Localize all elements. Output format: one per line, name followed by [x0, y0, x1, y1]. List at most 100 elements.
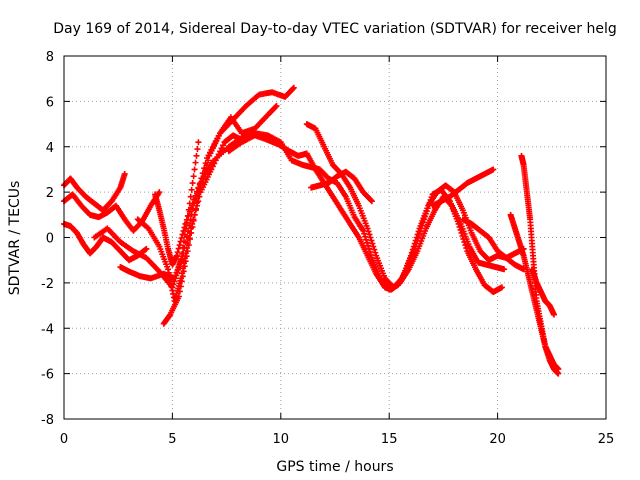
data-point	[290, 84, 297, 91]
data-point	[361, 230, 368, 237]
data-point	[183, 216, 190, 223]
series-pass-15	[507, 211, 562, 373]
data-point	[174, 249, 181, 256]
data-point	[209, 163, 216, 170]
data-point	[366, 231, 373, 238]
data-point	[191, 211, 198, 218]
series-pass-11	[308, 168, 375, 205]
y-tick-label: -6	[41, 368, 54, 383]
data-point	[371, 246, 378, 253]
data-point	[192, 159, 199, 166]
x-tick-label: 5	[168, 432, 176, 447]
data-point	[191, 166, 198, 173]
data-point	[180, 227, 187, 234]
data-point	[448, 201, 455, 208]
data-point	[408, 249, 415, 256]
data-point	[411, 240, 418, 247]
data-point	[182, 258, 189, 265]
data-point	[550, 311, 557, 318]
series-pass-7	[160, 84, 297, 327]
data-point	[187, 193, 194, 200]
data-point	[364, 239, 371, 246]
data-point	[173, 252, 180, 259]
data-point	[412, 237, 419, 244]
y-tick-label: 6	[46, 95, 54, 110]
data-point	[193, 188, 200, 195]
series-pass-3	[61, 220, 150, 264]
y-tick-label: 8	[46, 50, 54, 65]
axis-ticks: 0 5 10 15 20 25 -8 -6 -4 -2 0 2 4 6 8	[41, 50, 614, 447]
data-point	[188, 229, 195, 236]
data-point	[555, 366, 562, 373]
series-pass-13	[459, 216, 527, 261]
data-point	[368, 237, 375, 244]
series-pass-9	[225, 132, 508, 293]
data-point	[143, 245, 150, 252]
y-tick-label: -8	[41, 413, 54, 428]
y-tick-label: 2	[46, 186, 54, 201]
data-point	[178, 278, 185, 285]
data-point	[409, 246, 416, 253]
data-point	[186, 236, 193, 243]
y-tick-label: -2	[41, 277, 54, 292]
data-point	[189, 200, 196, 207]
data-point	[188, 204, 195, 211]
data-point	[195, 139, 202, 146]
data-point	[191, 196, 198, 203]
data-point	[189, 180, 196, 187]
data-point	[367, 234, 374, 241]
data-point	[363, 236, 370, 243]
data-point	[462, 242, 469, 249]
data-point	[185, 242, 192, 249]
data-point	[181, 224, 188, 231]
data-point	[365, 242, 372, 249]
data-point	[218, 145, 225, 152]
data-point	[183, 253, 190, 260]
data-point	[368, 198, 375, 205]
data-point	[410, 243, 417, 250]
data-point	[178, 235, 185, 242]
data-point	[398, 276, 405, 283]
data-point	[501, 266, 508, 273]
x-tick-label: 10	[273, 432, 290, 447]
data-point	[190, 173, 197, 180]
data-point	[193, 152, 200, 159]
x-tick-label: 25	[598, 432, 615, 447]
data-point	[186, 208, 193, 215]
data-point	[219, 142, 226, 149]
chart-title: Day 169 of 2014, Sidereal Day-to-day VTE…	[53, 21, 616, 37]
data-point	[192, 192, 199, 199]
data-point	[415, 228, 422, 235]
data-point	[184, 248, 191, 255]
data-point	[181, 263, 188, 270]
data-point	[194, 146, 201, 153]
data-point	[195, 193, 202, 200]
data-point	[407, 252, 414, 259]
series-pass-1	[61, 170, 128, 214]
data-point	[182, 220, 189, 227]
data-point	[176, 242, 183, 249]
grid	[64, 56, 606, 419]
y-axis-label: SDTVAR / TECUs	[7, 181, 23, 296]
data-point	[185, 212, 192, 219]
data-point	[413, 234, 420, 241]
data-point	[189, 223, 196, 230]
data-point	[180, 268, 187, 275]
data-point	[205, 157, 212, 164]
data-point	[177, 283, 184, 290]
data-point	[498, 284, 505, 291]
data-point	[193, 205, 200, 212]
x-tick-label: 20	[489, 432, 506, 447]
x-tick-label: 15	[381, 432, 398, 447]
data-point	[364, 225, 371, 232]
data-point	[156, 189, 163, 196]
x-tick-label: 0	[60, 432, 68, 447]
data-point	[289, 85, 296, 92]
y-tick-label: -4	[41, 322, 54, 337]
data-markers	[61, 84, 562, 377]
data-point	[179, 273, 186, 280]
x-axis-label: GPS time / hours	[276, 459, 393, 475]
data-point	[177, 238, 184, 245]
data-point	[194, 199, 201, 206]
